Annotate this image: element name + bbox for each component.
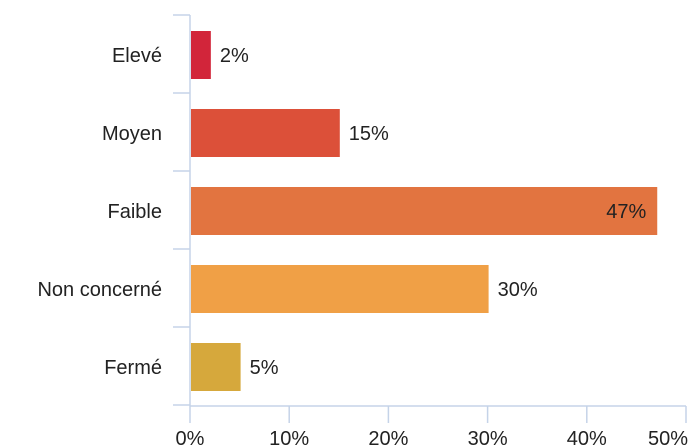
data-label: 2% <box>220 45 249 67</box>
data-label: 15% <box>349 123 389 145</box>
bar <box>191 343 241 391</box>
chart-axes <box>173 14 687 423</box>
category-label: Elevé <box>112 45 162 67</box>
x-tick-label: 30% <box>468 428 508 448</box>
data-label: 5% <box>250 357 279 379</box>
x-tick-label: 10% <box>269 428 309 448</box>
x-tick-label: 40% <box>567 428 607 448</box>
category-label: Moyen <box>102 123 162 145</box>
x-tick-label: 50% <box>648 428 688 448</box>
x-tick-label: 20% <box>368 428 408 448</box>
data-label: 30% <box>498 279 538 301</box>
data-label: 47% <box>606 201 646 223</box>
bar <box>191 265 489 313</box>
bar <box>191 187 658 235</box>
category-label: Fermé <box>104 357 162 379</box>
x-tick-label: 0% <box>176 428 205 448</box>
chart-labels: 0% 10% 20% 30% 40% 50% Elevé 2% Moyen 15% Faible 47… <box>37 45 688 448</box>
category-label: Non concerné <box>37 279 162 301</box>
chart-bars <box>191 31 658 391</box>
category-label: Faible <box>108 201 162 223</box>
bar <box>191 109 340 157</box>
bar <box>191 31 211 79</box>
